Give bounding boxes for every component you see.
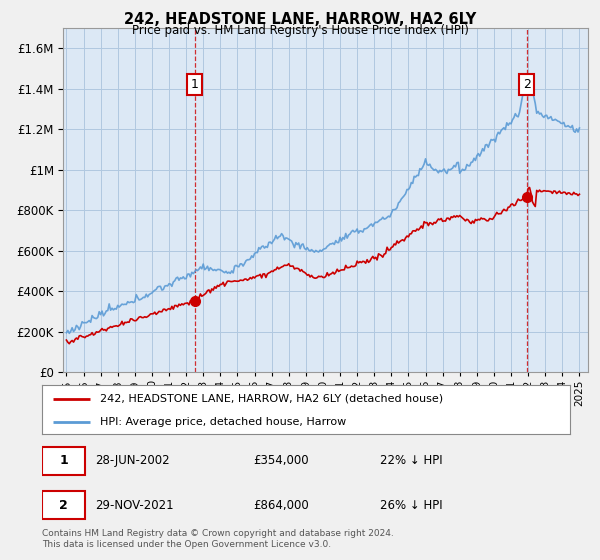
Text: 22% ↓ HPI: 22% ↓ HPI xyxy=(380,454,443,467)
FancyBboxPatch shape xyxy=(42,491,85,520)
Text: 242, HEADSTONE LANE, HARROW, HA2 6LY: 242, HEADSTONE LANE, HARROW, HA2 6LY xyxy=(124,12,476,27)
Text: 242, HEADSTONE LANE, HARROW, HA2 6LY (detached house): 242, HEADSTONE LANE, HARROW, HA2 6LY (de… xyxy=(100,394,443,404)
Text: HPI: Average price, detached house, Harrow: HPI: Average price, detached house, Harr… xyxy=(100,417,346,427)
Text: 1: 1 xyxy=(191,78,199,91)
Text: Price paid vs. HM Land Registry's House Price Index (HPI): Price paid vs. HM Land Registry's House … xyxy=(131,24,469,36)
Text: 29-NOV-2021: 29-NOV-2021 xyxy=(95,499,173,512)
Text: 1: 1 xyxy=(59,454,68,467)
Text: 28-JUN-2002: 28-JUN-2002 xyxy=(95,454,169,467)
Text: £864,000: £864,000 xyxy=(253,499,309,512)
Text: 26% ↓ HPI: 26% ↓ HPI xyxy=(380,499,443,512)
Text: 2: 2 xyxy=(59,499,68,512)
Text: Contains HM Land Registry data © Crown copyright and database right 2024.
This d: Contains HM Land Registry data © Crown c… xyxy=(42,529,394,549)
Text: £354,000: £354,000 xyxy=(253,454,309,467)
FancyBboxPatch shape xyxy=(42,446,85,475)
Text: 2: 2 xyxy=(523,78,531,91)
